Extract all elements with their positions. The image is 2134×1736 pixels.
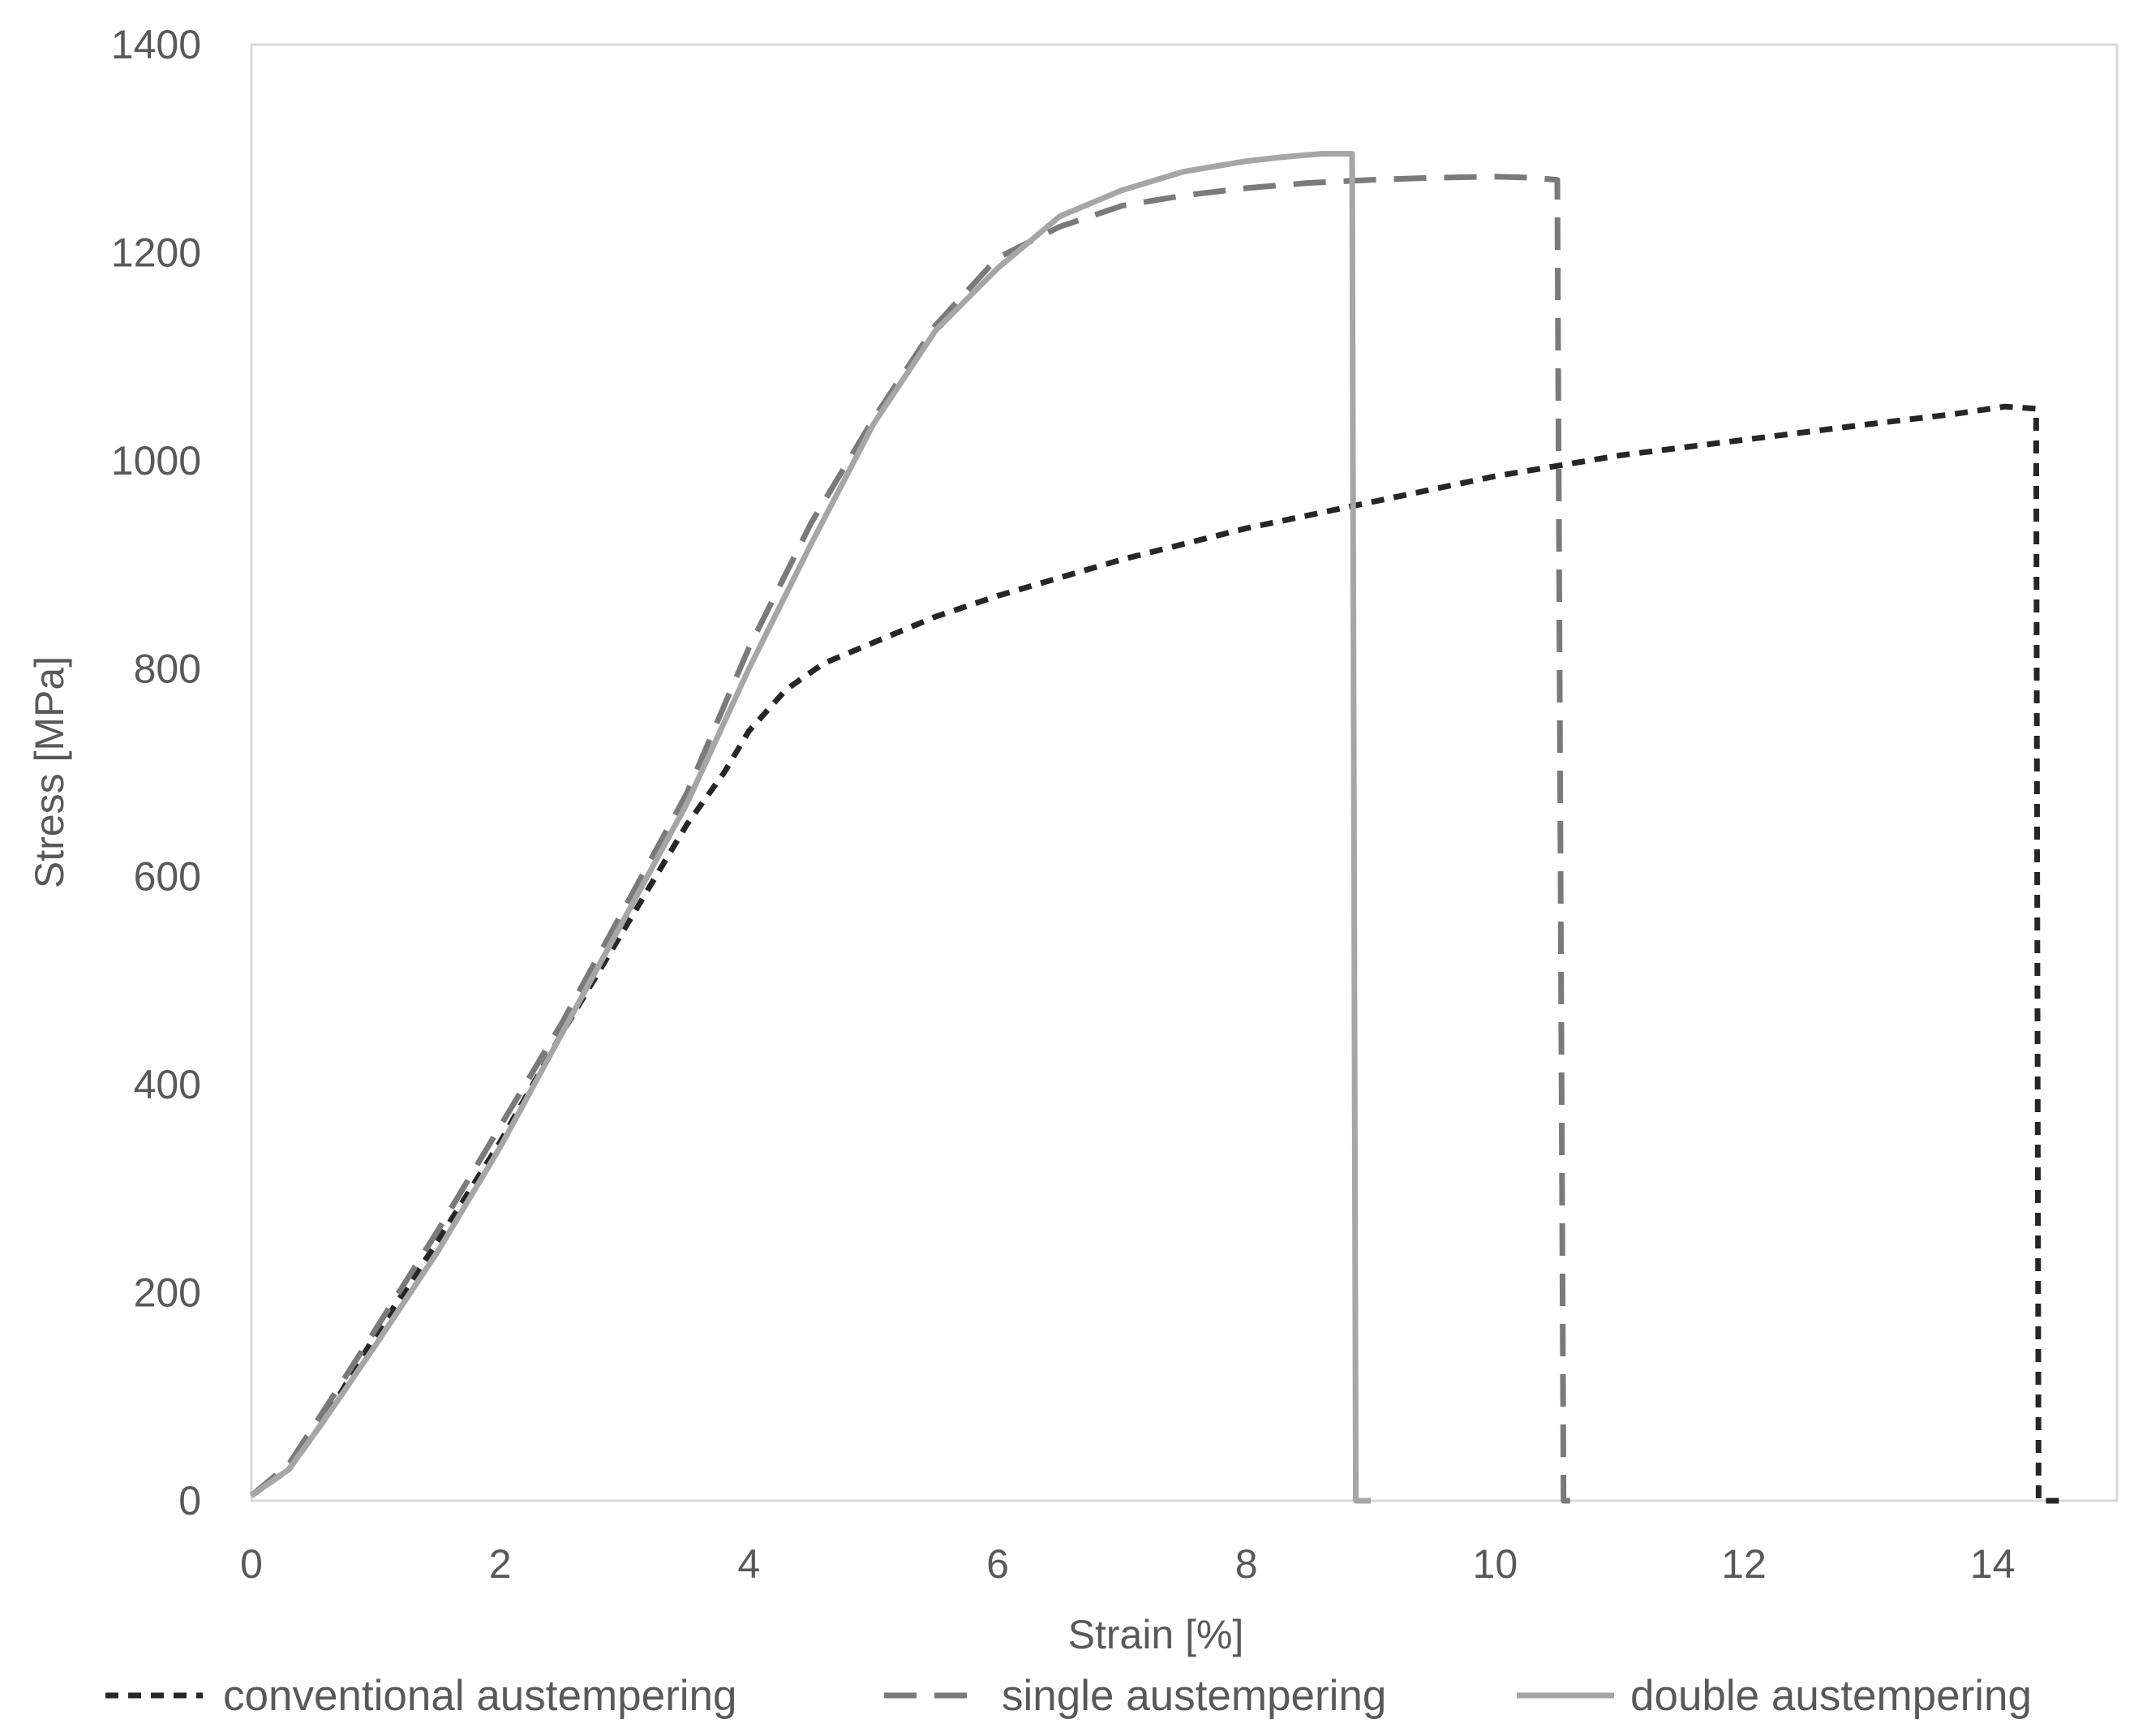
legend-label-3: double austempering [1630, 1672, 2032, 1720]
x-tick-label: 4 [737, 1541, 760, 1587]
legend: conventional austempering single austempe… [105, 1672, 2032, 1720]
y-tick-label: 1000 [111, 438, 201, 483]
x-tick-label: 14 [1970, 1541, 2016, 1587]
x-tick-label: 0 [240, 1541, 263, 1587]
x-tick-label: 2 [489, 1541, 512, 1587]
y-tick-label: 600 [134, 854, 201, 900]
x-tick-label: 10 [1473, 1541, 1518, 1587]
x-tick-label: 6 [986, 1541, 1009, 1587]
x-tick-label: 12 [1721, 1541, 1767, 1587]
y-tick-label: 400 [134, 1062, 201, 1107]
x-tick-label: 8 [1235, 1541, 1258, 1587]
plot-area-border [250, 43, 2119, 1502]
series-layer [249, 151, 2067, 1504]
y-tick-label: 800 [134, 646, 201, 691]
series-line-2 [249, 174, 1582, 1504]
x-axis-ticks: 0 2 4 6 8 10 12 14 [240, 1541, 2015, 1587]
y-tick-label: 1400 [111, 22, 201, 67]
y-axis-title: Stress [MPa] [27, 656, 72, 888]
y-tick-label: 0 [178, 1478, 201, 1523]
series-line-3 [249, 151, 1371, 1504]
legend-label-1: conventional austempering [223, 1672, 736, 1720]
legend-label-2: single austempering [1002, 1672, 1386, 1720]
series-line-1 [249, 403, 2067, 1504]
y-axis-ticks: 0 200 400 600 800 1000 1200 1400 [111, 22, 201, 1523]
y-tick-label: 1200 [111, 230, 201, 275]
y-tick-label: 200 [134, 1270, 201, 1316]
x-axis-title: Strain [%] [1068, 1612, 1244, 1657]
